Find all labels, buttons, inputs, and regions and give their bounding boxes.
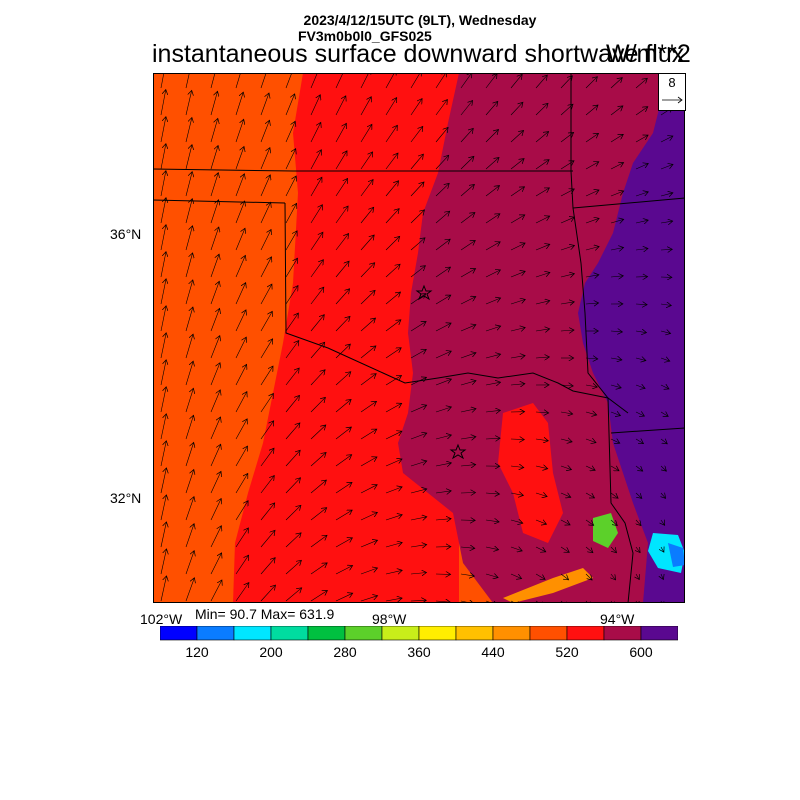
- wind-vectors: [160, 73, 673, 603]
- colorbar-tick-label: 440: [481, 644, 505, 660]
- reference-vector-box: 8: [658, 73, 686, 111]
- datetime-title: 2023/4/12/15UTC (9LT), Wednesday: [303, 12, 537, 28]
- reference-vector-value: 8: [668, 75, 676, 90]
- colorbar-swatch: [566, 626, 605, 641]
- colorbar-swatch: [455, 626, 494, 641]
- lon-label-102: 102°W: [140, 611, 183, 627]
- lat-label-32: 32°N: [110, 490, 142, 506]
- colorbar-swatch: [492, 626, 531, 641]
- colorbar-swatch: [160, 626, 198, 641]
- lon-label-98: 98°W: [372, 611, 407, 627]
- flux-region-central: [233, 73, 459, 603]
- colorbar-swatch: [233, 626, 272, 641]
- colorbar-swatch: [529, 626, 568, 641]
- colorbar-tick-label: 600: [629, 644, 653, 660]
- colorbar-tick-label: 520: [555, 644, 579, 660]
- lat-label-36: 36°N: [110, 226, 142, 242]
- flux-region-far-east: [578, 73, 685, 603]
- colorbar: [160, 626, 678, 641]
- state-borders: [153, 73, 685, 603]
- colorbar-swatch: [418, 626, 457, 641]
- colorbar-swatch: [270, 626, 309, 641]
- cloud-patch-blue: [668, 543, 685, 567]
- colorbar-swatch: [603, 626, 642, 641]
- cloud-streak-south: [503, 568, 593, 603]
- colorbar-swatch: [344, 626, 383, 641]
- reference-arrow-icon: [662, 96, 683, 104]
- min-max-stats: Min= 90.7 Max= 631.9: [195, 606, 335, 622]
- colorbar-tick-label: 360: [407, 644, 431, 660]
- colorbar-tick-label: 120: [185, 644, 209, 660]
- colorbar-swatch: [640, 626, 678, 641]
- colorbar-swatch: [196, 626, 235, 641]
- city-markers: [415, 284, 467, 460]
- model-subtitle: FV3m0b0l0_GFS025: [298, 28, 432, 44]
- colorbar-swatch: [307, 626, 346, 641]
- field-title: instantaneous surface downward shortwave…: [152, 40, 685, 68]
- colorbar-tick-label: 280: [333, 644, 357, 660]
- lon-label-94: 94°W: [600, 611, 635, 627]
- colorbar-swatch: [381, 626, 420, 641]
- units-label: W/m**2: [606, 40, 691, 68]
- map-plot: [153, 73, 685, 603]
- colorbar-tick-label: 200: [259, 644, 283, 660]
